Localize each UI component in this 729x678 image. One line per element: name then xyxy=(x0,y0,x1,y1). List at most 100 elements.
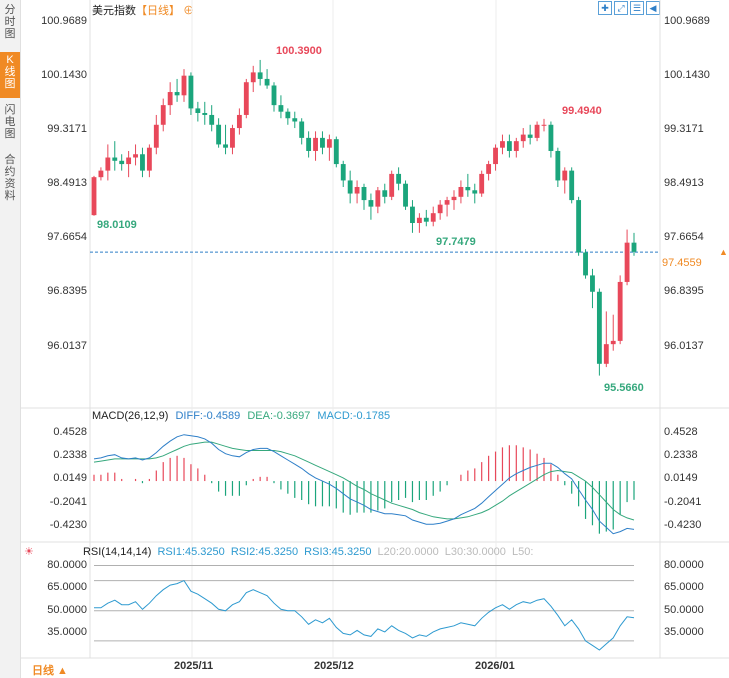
x-tick: 2025/11 xyxy=(174,660,214,672)
candle-body xyxy=(410,206,415,224)
candle-body xyxy=(105,157,111,171)
macd-tick-right: 0.4528 xyxy=(664,426,698,439)
macd-tick-left: -0.2041 xyxy=(49,495,87,508)
rsi-legend: ☀ RSI(14,14,14) RSI1:45.3250 RSI2:45.325… xyxy=(24,545,533,558)
candle-body xyxy=(202,112,208,115)
candle-body xyxy=(257,72,263,79)
annotation-low: 95.5660 xyxy=(604,382,644,394)
candle-body xyxy=(133,154,138,158)
candle-body xyxy=(389,173,395,197)
candle-body xyxy=(91,177,97,216)
rsi-tick-right: 50.0000 xyxy=(664,603,704,616)
candle-body xyxy=(610,340,616,345)
candle-body xyxy=(292,118,298,122)
candle-body xyxy=(230,128,235,148)
tab-timeshare[interactable]: 分时图 xyxy=(0,4,20,44)
candle-body xyxy=(368,200,374,207)
candle-body xyxy=(313,137,318,151)
candle-body xyxy=(209,114,215,125)
rsi-tick-left: 80.0000 xyxy=(47,558,87,571)
price-tick-left: 97.6654 xyxy=(47,231,87,244)
candle-body xyxy=(285,111,291,119)
price-tick-right: 99.3171 xyxy=(664,123,704,136)
price-tick-left: 98.4913 xyxy=(47,177,87,190)
candle-body xyxy=(617,281,623,341)
annotation-high: 100.3900 xyxy=(276,45,322,57)
current-price-marker-icon: ▲ xyxy=(719,247,728,257)
candle-body xyxy=(527,134,533,138)
candle-body xyxy=(216,124,222,145)
candle-body xyxy=(223,144,228,148)
rsi-tick-right: 35.0000 xyxy=(664,626,704,639)
price-tick-left: 96.0137 xyxy=(47,339,87,352)
candle-body xyxy=(465,186,471,191)
x-tick: 2026/01 xyxy=(475,660,515,672)
tab-label: 闪电图 xyxy=(4,104,16,140)
expand-icon[interactable]: ✚ xyxy=(598,1,612,15)
price-tick-left: 96.8395 xyxy=(47,285,87,298)
macd-tick-left: 0.4528 xyxy=(53,426,87,439)
price-tick-right: 96.8395 xyxy=(664,285,704,298)
candle-body xyxy=(167,92,173,106)
candle-body xyxy=(306,137,312,151)
rsi-tick-left: 35.0000 xyxy=(47,626,87,639)
macd-tick-right: 0.2338 xyxy=(664,449,698,462)
candle-body xyxy=(160,105,166,125)
price-tick-left: 99.3171 xyxy=(47,123,87,136)
macd-tick-left: 0.0149 xyxy=(53,472,87,485)
candle-body xyxy=(583,252,588,276)
candle-body xyxy=(437,204,443,214)
candle-body xyxy=(513,141,519,151)
candle-body xyxy=(354,186,360,194)
candle-body xyxy=(423,217,429,222)
price-tick-left: 100.9689 xyxy=(41,15,87,28)
price-tick-right: 100.1430 xyxy=(664,69,710,82)
tab-label: 合约资料 xyxy=(4,154,16,202)
candle-body xyxy=(126,157,132,165)
price-tick-right: 96.0137 xyxy=(664,339,704,352)
rsi2-label: RSI2:45.3250 xyxy=(230,546,299,558)
toolbar: ✚ ⤢ ☰ ◀ xyxy=(598,1,662,15)
candle-body xyxy=(375,190,381,207)
tab-label: 分时图 xyxy=(4,4,16,40)
l20-label: L20:20.0000 xyxy=(377,546,439,558)
candle-body xyxy=(361,186,367,201)
rsi3-label: RSI3:45.3250 xyxy=(304,546,372,558)
chart-title: 美元指数【日线】 ⊕ xyxy=(92,2,194,18)
l30-label: L30:30.0000 xyxy=(444,546,506,558)
candle-body xyxy=(479,173,485,194)
candle-body xyxy=(140,154,145,171)
diff-line xyxy=(93,434,635,535)
candle-body xyxy=(326,139,332,148)
tab-contract-info[interactable]: 合约资料 xyxy=(0,154,20,210)
candle-body xyxy=(299,121,305,138)
macd-tick-right: -0.4230 xyxy=(664,518,702,531)
candle-body xyxy=(112,157,118,161)
macd-tick-left: -0.4230 xyxy=(49,518,87,531)
period-selector[interactable]: 日线 ▲ xyxy=(32,665,68,677)
candle-body xyxy=(403,183,408,207)
fullscreen-icon[interactable]: ⤢ xyxy=(614,1,628,15)
tab-flash[interactable]: 闪电图 xyxy=(0,104,20,144)
list-icon[interactable]: ☰ xyxy=(630,1,644,15)
candle-body xyxy=(320,137,325,148)
zoom-icon[interactable]: ⊕ xyxy=(183,5,195,17)
candle-body xyxy=(500,141,505,148)
candle-body xyxy=(631,242,637,252)
candle-body xyxy=(430,213,436,222)
candle-body xyxy=(548,124,554,151)
candle-body xyxy=(382,190,388,197)
candle-body xyxy=(98,170,104,178)
x-tick: 2025/12 xyxy=(314,660,354,672)
macd-title: MACD(26,12,9) xyxy=(92,410,169,422)
candle-body xyxy=(188,75,194,109)
macd-tick-right: -0.2041 xyxy=(664,495,702,508)
candle-body xyxy=(340,164,346,181)
macd-legend: MACD(26,12,9) DIFF:-0.4589 DEA:-0.3697 M… xyxy=(92,410,390,422)
candle-body xyxy=(603,344,609,364)
rsi-settings-icon[interactable]: ☀ xyxy=(24,546,34,558)
candle-body xyxy=(534,124,540,138)
price-tick-right: 98.4913 xyxy=(664,177,704,190)
